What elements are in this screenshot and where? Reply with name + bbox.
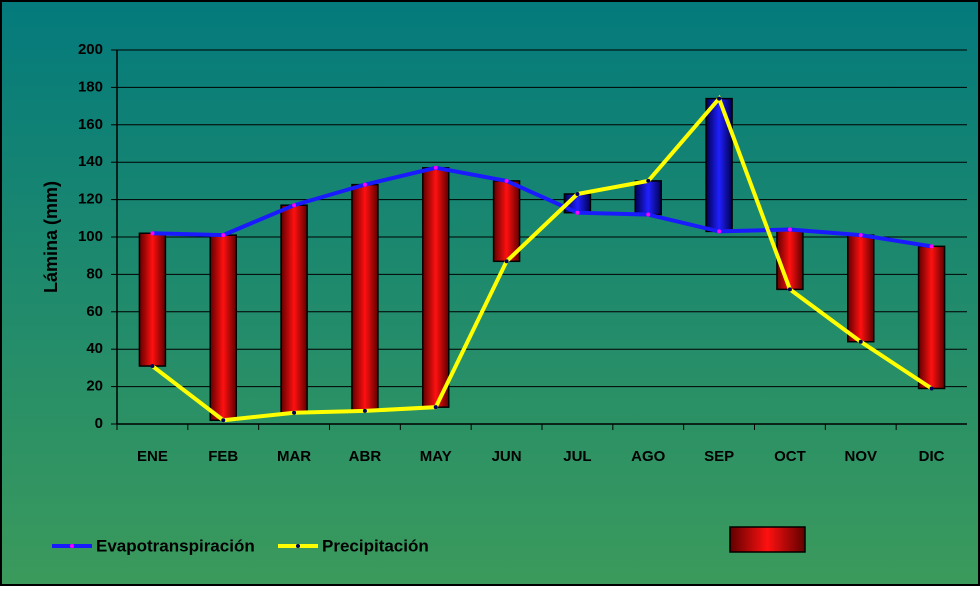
y-tick-label: 40: [86, 340, 103, 357]
x-tick-label: FEB: [208, 448, 238, 465]
x-tick-label: MAY: [420, 448, 452, 465]
y-axis-label: Lámina (mm): [41, 181, 61, 293]
range-bar: [634, 180, 662, 216]
point: [858, 339, 863, 344]
point: [150, 231, 155, 236]
legend-label: Precipitación: [322, 536, 429, 555]
y-tick-label: 80: [86, 265, 103, 282]
legend-label: Evapotranspiración: [96, 536, 255, 555]
range-bar: [776, 228, 804, 291]
point: [362, 408, 367, 413]
y-tick-label: 60: [86, 303, 103, 320]
y-tick-label: 0: [95, 415, 103, 432]
x-tick-label: ABR: [349, 448, 382, 465]
x-tick-label: NOV: [844, 448, 877, 465]
point: [787, 227, 792, 232]
y-tick-label: 120: [78, 191, 103, 208]
range-bar: [138, 232, 167, 367]
series-line: [151, 94, 933, 423]
point: [575, 210, 580, 215]
point: [433, 165, 438, 170]
range-bar: [422, 167, 450, 408]
point: [292, 410, 297, 415]
y-tick-label: 100: [78, 228, 103, 245]
x-tick-label: AGO: [631, 448, 666, 465]
point: [292, 203, 297, 208]
series-line: [152, 165, 932, 249]
x-tick-label: OCT: [774, 448, 806, 465]
point: [858, 233, 863, 238]
x-tick-label: DIC: [919, 448, 945, 465]
point: [362, 182, 367, 187]
legend-point: [70, 544, 74, 548]
point: [221, 418, 226, 423]
point: [717, 96, 722, 101]
legend-swatch: [729, 526, 806, 553]
y-tick-label: 160: [78, 116, 103, 133]
range-bar: [351, 183, 379, 412]
point: [929, 386, 934, 391]
y-tick-label: 200: [78, 41, 103, 58]
y-tick-label: 20: [86, 378, 103, 395]
point: [150, 364, 155, 369]
x-tick-label: JUN: [492, 448, 522, 465]
point: [717, 229, 722, 234]
point: [787, 287, 792, 292]
x-tick-label: SEP: [704, 448, 734, 465]
range-bar: [492, 180, 521, 263]
point: [504, 259, 509, 264]
y-tick-label: 180: [78, 78, 103, 95]
legend-point: [296, 544, 300, 548]
point: [575, 191, 580, 196]
x-tick-label: ENE: [137, 448, 168, 465]
range-bar: [847, 234, 875, 343]
point: [929, 244, 934, 249]
point: [433, 405, 438, 410]
point: [221, 233, 226, 238]
point: [646, 178, 651, 183]
range-bar: [280, 204, 308, 414]
range-bar: [917, 245, 946, 390]
x-tick-label: MAR: [277, 448, 311, 465]
point: [504, 178, 509, 183]
point: [646, 212, 651, 217]
x-tick-label: JUL: [563, 448, 591, 465]
y-tick-label: 140: [78, 153, 103, 170]
range-bar: [209, 234, 237, 422]
